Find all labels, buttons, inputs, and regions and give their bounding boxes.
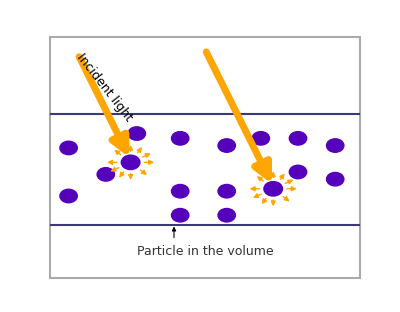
Circle shape [60,189,77,203]
Text: Incident light: Incident light [74,51,135,124]
Text: Particle in the volume: Particle in the volume [137,246,273,258]
Circle shape [121,155,140,170]
Circle shape [218,139,235,152]
Circle shape [289,132,307,145]
Circle shape [97,168,114,181]
Circle shape [172,132,189,145]
Circle shape [326,139,344,152]
Circle shape [218,208,235,222]
Circle shape [252,132,270,145]
Circle shape [60,141,77,155]
Circle shape [128,127,146,140]
Circle shape [172,208,189,222]
Circle shape [218,184,235,198]
Circle shape [264,182,282,196]
Circle shape [172,184,189,198]
Circle shape [289,165,307,179]
Circle shape [326,173,344,186]
